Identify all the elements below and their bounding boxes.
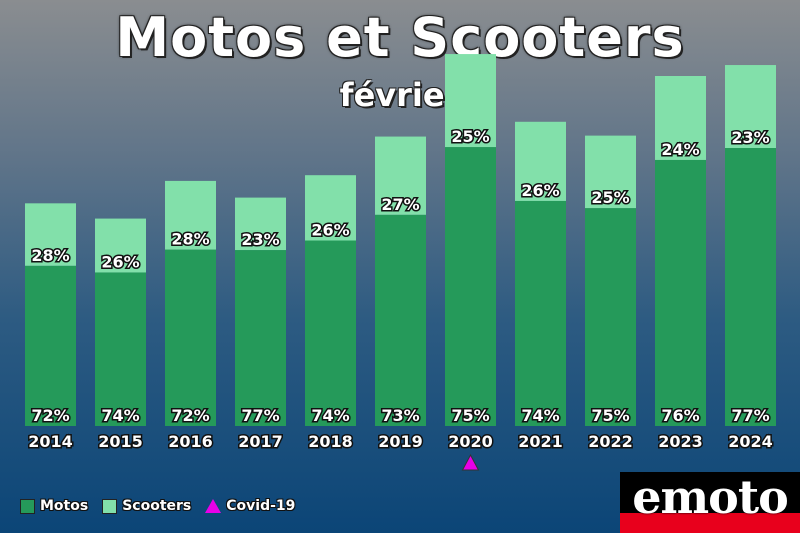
emoto-logo: emoto	[620, 470, 800, 533]
chart-subtitle: février	[339, 76, 461, 114]
label-motos-2020: 75%	[451, 406, 489, 425]
bar-motos-2023	[655, 159, 706, 427]
label-scooters-2020: 25%	[451, 127, 489, 146]
label-motos-2023: 76%	[661, 406, 699, 425]
tick-label-2024: 2024	[728, 432, 773, 451]
legend: Motos Scooters Covid-19	[20, 496, 295, 516]
bar-scooters-2023	[655, 76, 706, 160]
label-motos-2022: 75%	[591, 406, 629, 425]
bar-scooters-2014	[25, 203, 76, 266]
label-scooters-2017: 23%	[241, 230, 279, 249]
bar-motos-2019	[375, 214, 426, 426]
tick-label-2023: 2023	[658, 432, 703, 451]
bar-motos-2015	[95, 272, 146, 426]
bar-scooters-2016	[165, 180, 216, 250]
legend-label-scooters: Scooters	[122, 498, 192, 514]
bar-motos-2018	[305, 240, 356, 426]
label-scooters-2014: 28%	[31, 246, 69, 265]
legend-item-covid: Covid-19	[205, 498, 295, 514]
legend-item-motos: Motos	[20, 498, 88, 514]
label-motos-2016: 72%	[171, 406, 209, 425]
label-scooters-2018: 26%	[311, 221, 349, 240]
logo-red-band	[620, 513, 800, 533]
label-motos-2019: 73%	[381, 406, 419, 425]
tick-label-2017: 2017	[238, 432, 283, 451]
tick-label-2020: 2020	[448, 432, 493, 451]
label-scooters-2023: 24%	[661, 140, 699, 159]
bar-scooters-2020	[445, 54, 496, 148]
bar-scooters-2021	[515, 121, 566, 201]
label-scooters-2022: 25%	[591, 188, 629, 207]
bar-motos-2021	[515, 200, 566, 426]
legend-swatch-motos	[20, 498, 35, 514]
bar-scooters-2015	[95, 218, 146, 273]
bar-motos-2017	[235, 250, 286, 426]
tick-label-2019: 2019	[378, 432, 423, 451]
bar-motos-2020	[445, 147, 496, 426]
bar-scooters-2022	[585, 135, 636, 209]
legend-label-covid: Covid-19	[226, 498, 296, 514]
label-scooters-2016: 28%	[171, 230, 209, 249]
bar-scooters-2018	[305, 175, 356, 241]
tick-label-2021: 2021	[518, 432, 563, 451]
covid-marker-icon	[461, 453, 480, 471]
covid-triangle-icon	[205, 499, 222, 513]
legend-label-motos: Motos	[40, 498, 89, 514]
bar-scooters-2017	[235, 197, 286, 251]
bar-scooters-2024	[725, 65, 776, 149]
label-motos-2021: 74%	[521, 406, 559, 425]
label-scooters-2021: 26%	[521, 181, 559, 200]
legend-swatch-scooters	[102, 498, 118, 514]
tick-label-2015: 2015	[98, 432, 143, 451]
label-motos-2018: 74%	[311, 406, 349, 425]
bar-motos-2022	[585, 208, 636, 426]
logo-text: emoto	[632, 470, 789, 524]
label-motos-2017: 77%	[241, 406, 279, 425]
bar-scooters-2019	[375, 136, 426, 215]
bar-motos-2016	[165, 249, 216, 426]
label-motos-2014: 72%	[31, 406, 69, 425]
legend-item-scooters: Scooters	[102, 498, 191, 514]
label-scooters-2015: 26%	[101, 252, 139, 271]
tick-label-2014: 2014	[28, 432, 73, 451]
chart-title: Motos et Scooters	[115, 6, 685, 69]
tick-label-2016: 2016	[168, 432, 213, 451]
label-scooters-2024: 23%	[731, 128, 769, 147]
label-motos-2024: 77%	[731, 406, 769, 425]
tick-label-2018: 2018	[308, 432, 353, 451]
tick-label-2022: 2022	[588, 432, 633, 451]
bar-motos-2024	[725, 148, 776, 426]
label-motos-2015: 74%	[101, 406, 139, 425]
label-scooters-2019: 27%	[381, 195, 419, 214]
bar-motos-2014	[25, 265, 76, 426]
